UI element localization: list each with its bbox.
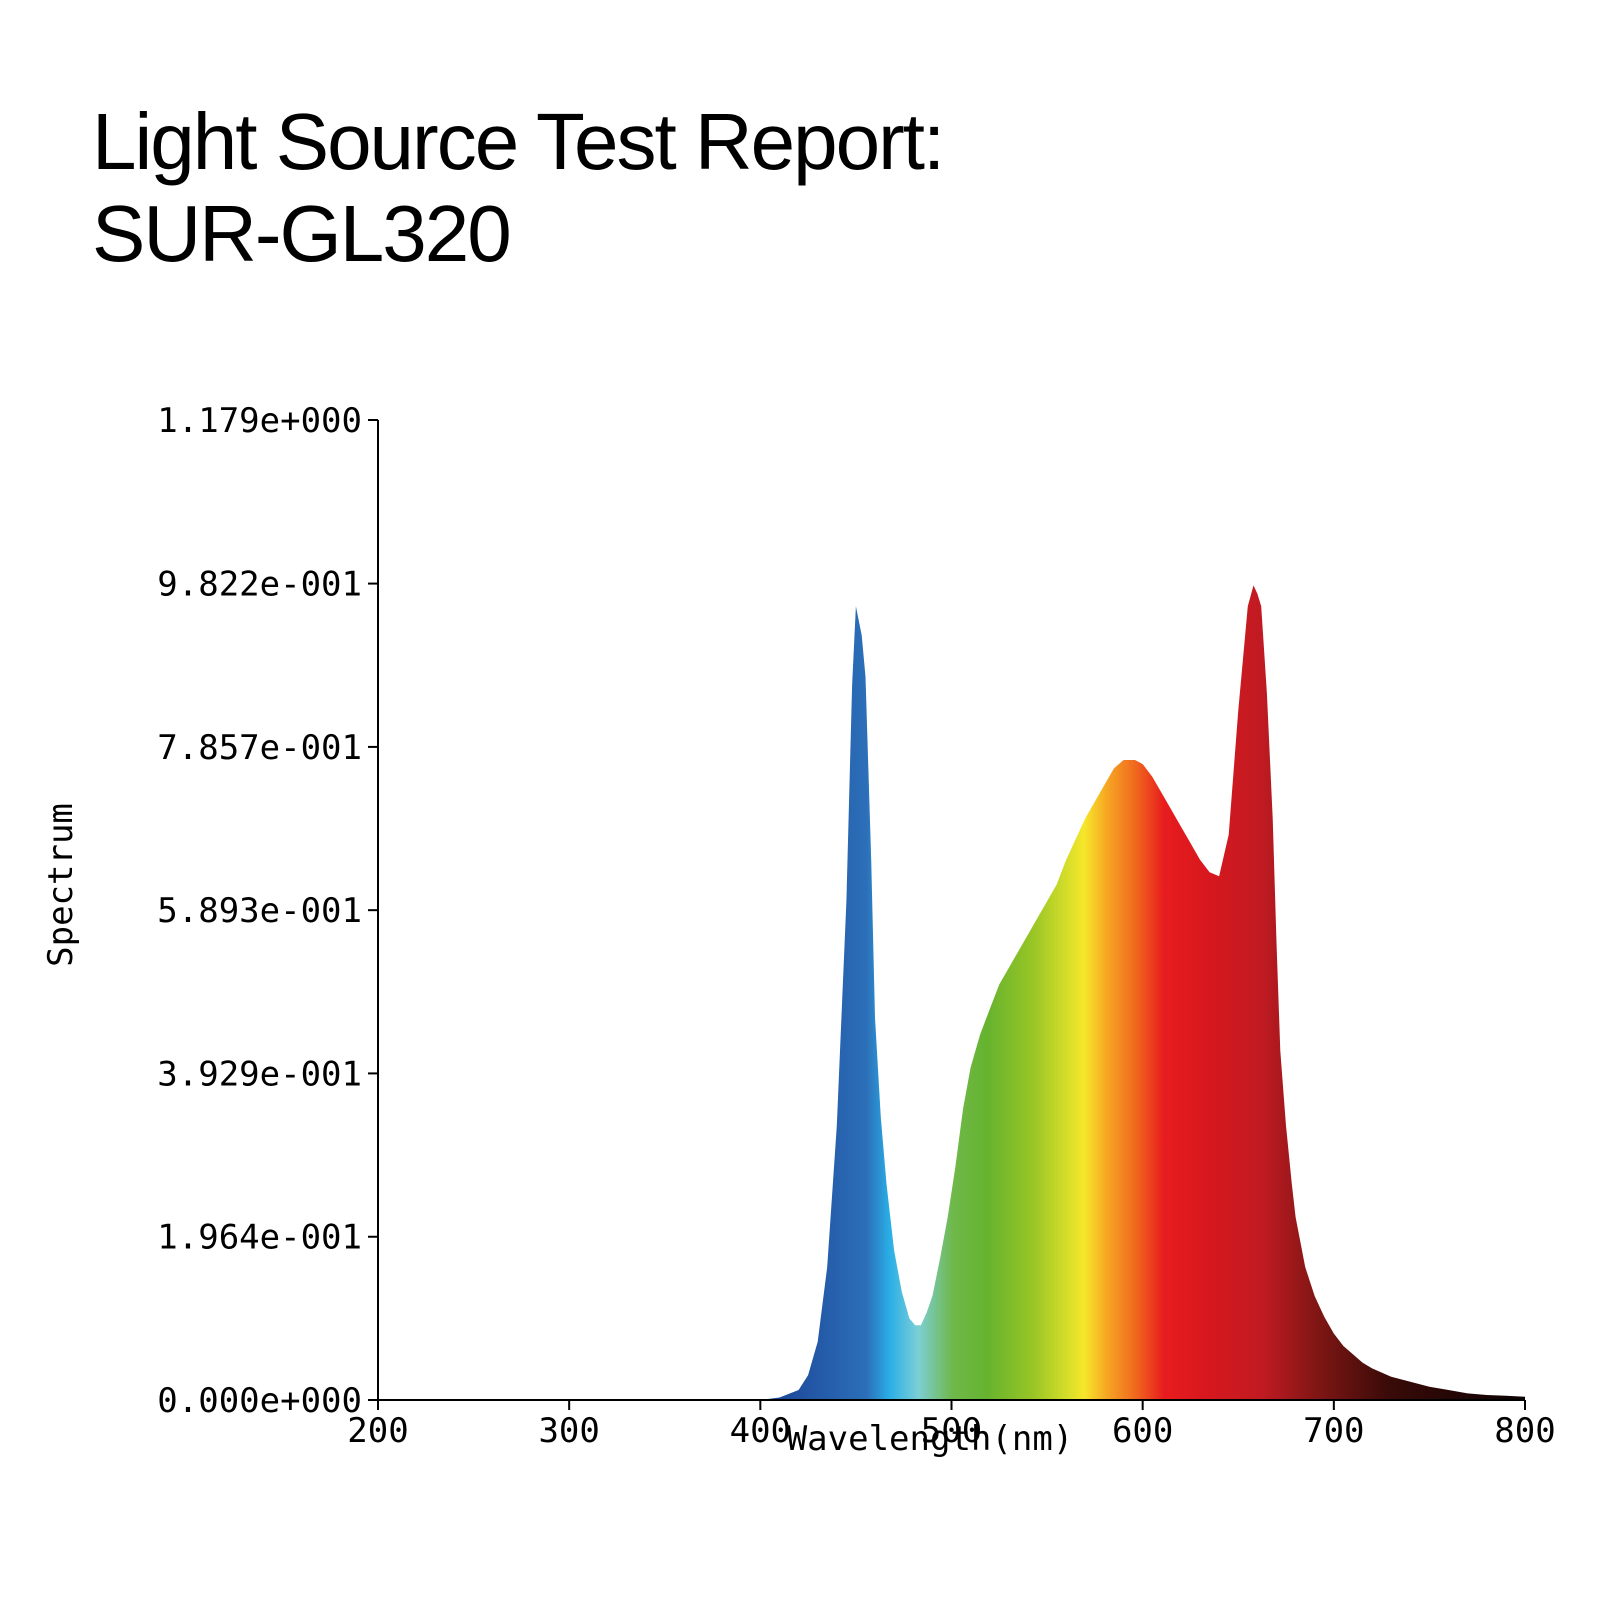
x-tick-label: 800	[1494, 1411, 1555, 1451]
x-axis-label: Wavelength(nm)	[787, 1419, 1074, 1459]
y-axis-label: Spectrum	[41, 803, 81, 967]
x-tick-label: 200	[347, 1411, 408, 1451]
report-title-line1: Light Source Test Report:	[92, 97, 945, 186]
x-tick-label: 600	[1112, 1411, 1173, 1451]
y-tick-label: 7.857e-001	[157, 728, 362, 768]
axes: 0.000e+000 1.964e-001 3.929e-001 5.893e-001…	[157, 401, 1555, 1451]
y-tick-label: 3.929e-001	[157, 1054, 362, 1094]
y-tick-label: 1.179e+000	[157, 401, 362, 441]
spectrum-area	[378, 585, 1525, 1400]
x-tick-label: 400	[730, 1411, 791, 1451]
plot-area	[378, 585, 1525, 1400]
y-tick-label: 0.000e+000	[157, 1381, 362, 1421]
y-tick-label: 5.893e-001	[157, 891, 362, 931]
y-tick-label: 1.964e-001	[157, 1218, 362, 1258]
x-tick-label: 300	[538, 1411, 599, 1451]
y-tick-label: 9.822e-001	[157, 565, 362, 605]
x-tick-label: 700	[1303, 1411, 1364, 1451]
report-title-line2: SUR-GL320	[92, 189, 512, 278]
x-tick-label: 500	[921, 1411, 982, 1451]
report-title: Light Source Test Report: SUR-GL320	[92, 96, 945, 280]
